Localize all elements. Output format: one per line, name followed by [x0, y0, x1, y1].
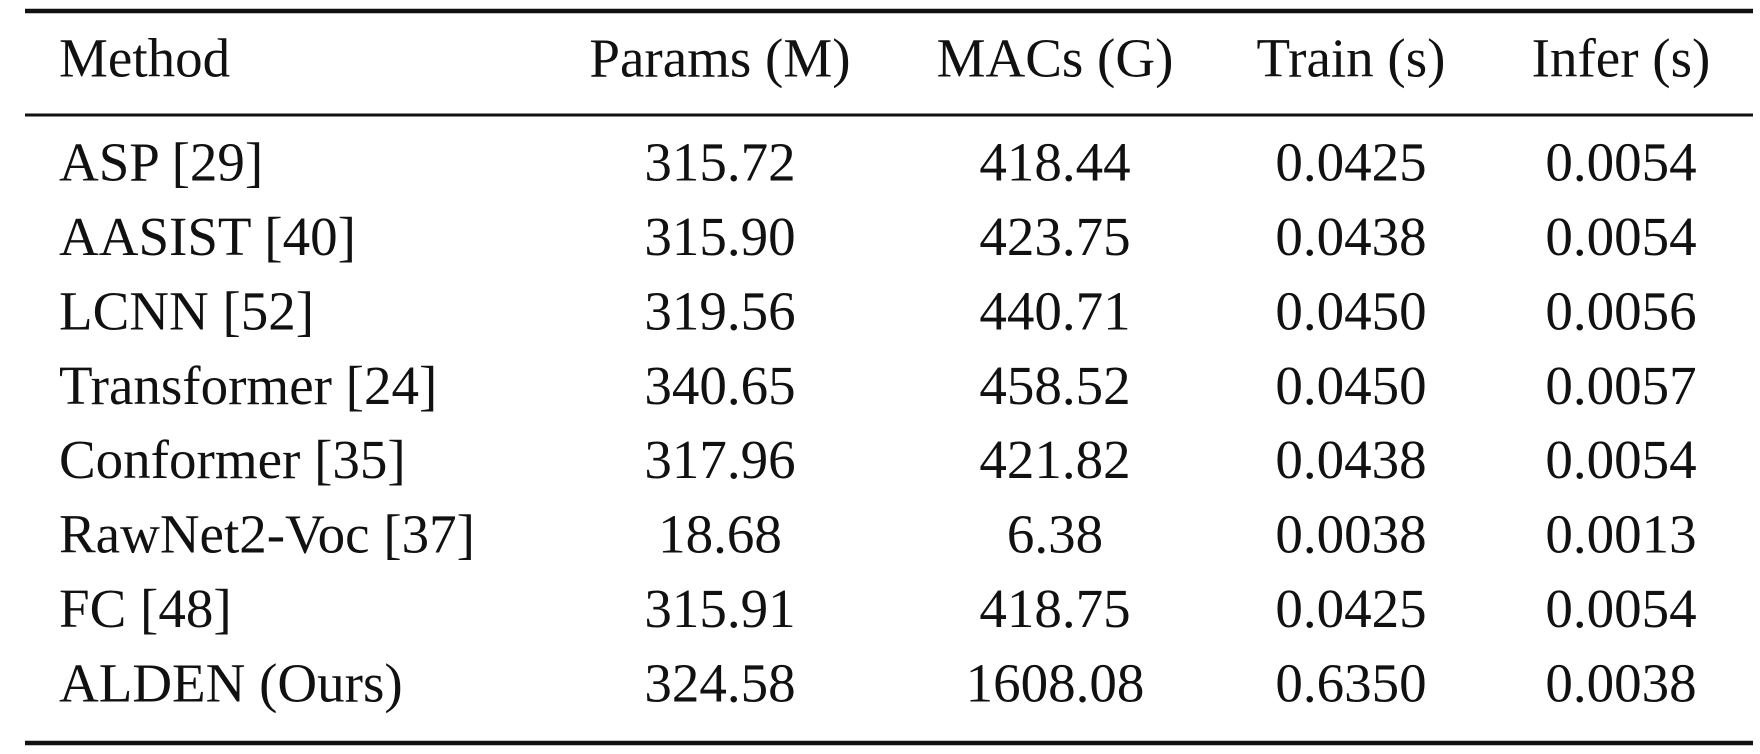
value-cell: 0.0038	[1545, 652, 1696, 713]
value-cell: 440.71	[979, 280, 1130, 341]
method-cell: AASIST [40]	[59, 206, 356, 267]
value-cell: 0.0450	[1275, 280, 1426, 341]
value-cell: 317.96	[644, 429, 795, 490]
value-cell: 319.56	[644, 280, 795, 341]
value-cell: 0.0013	[1545, 504, 1696, 565]
method-cell: ALDEN (Ours)	[59, 652, 403, 713]
value-cell: 340.65	[644, 355, 795, 416]
header-cell: MACs (G)	[937, 28, 1174, 89]
value-cell: 0.0438	[1275, 429, 1426, 490]
value-cell: 0.0450	[1275, 355, 1426, 416]
header-cell: Infer (s)	[1532, 28, 1711, 89]
method-cell: RawNet2-Voc [37]	[59, 504, 475, 565]
value-cell: 0.0438	[1275, 206, 1426, 267]
value-cell: 0.0038	[1275, 504, 1426, 565]
value-cell: 0.0054	[1545, 206, 1696, 267]
method-cell: Conformer [35]	[59, 429, 406, 490]
value-cell: 6.38	[1007, 504, 1103, 565]
value-cell: 0.0054	[1545, 578, 1696, 639]
value-cell: 1608.08	[966, 652, 1145, 713]
value-cell: 0.0056	[1545, 280, 1696, 341]
value-cell: 18.68	[658, 504, 782, 565]
value-cell: 423.75	[979, 206, 1130, 267]
value-cell: 0.0425	[1275, 132, 1426, 193]
method-cell: ASP [29]	[59, 132, 263, 193]
value-cell: 418.44	[979, 132, 1130, 193]
method-cell: LCNN [52]	[59, 280, 314, 341]
value-cell: 324.58	[644, 652, 795, 713]
value-cell: 315.90	[644, 206, 795, 267]
value-cell: 458.52	[979, 355, 1130, 416]
value-cell: 418.75	[979, 578, 1130, 639]
value-cell: 0.0057	[1545, 355, 1696, 416]
value-cell: 0.0054	[1545, 429, 1696, 490]
header-cell: Method	[59, 28, 230, 89]
value-cell: 315.91	[644, 578, 795, 639]
header-cell: Train (s)	[1257, 28, 1446, 89]
value-cell: 0.6350	[1275, 652, 1426, 713]
method-cell: Transformer [24]	[59, 355, 437, 416]
value-cell: 315.72	[644, 132, 795, 193]
value-cell: 0.0425	[1275, 578, 1426, 639]
value-cell: 421.82	[979, 429, 1130, 490]
method-cell: FC [48]	[59, 578, 232, 639]
value-cell: 0.0054	[1545, 132, 1696, 193]
header-cell: Params (M)	[589, 28, 850, 89]
